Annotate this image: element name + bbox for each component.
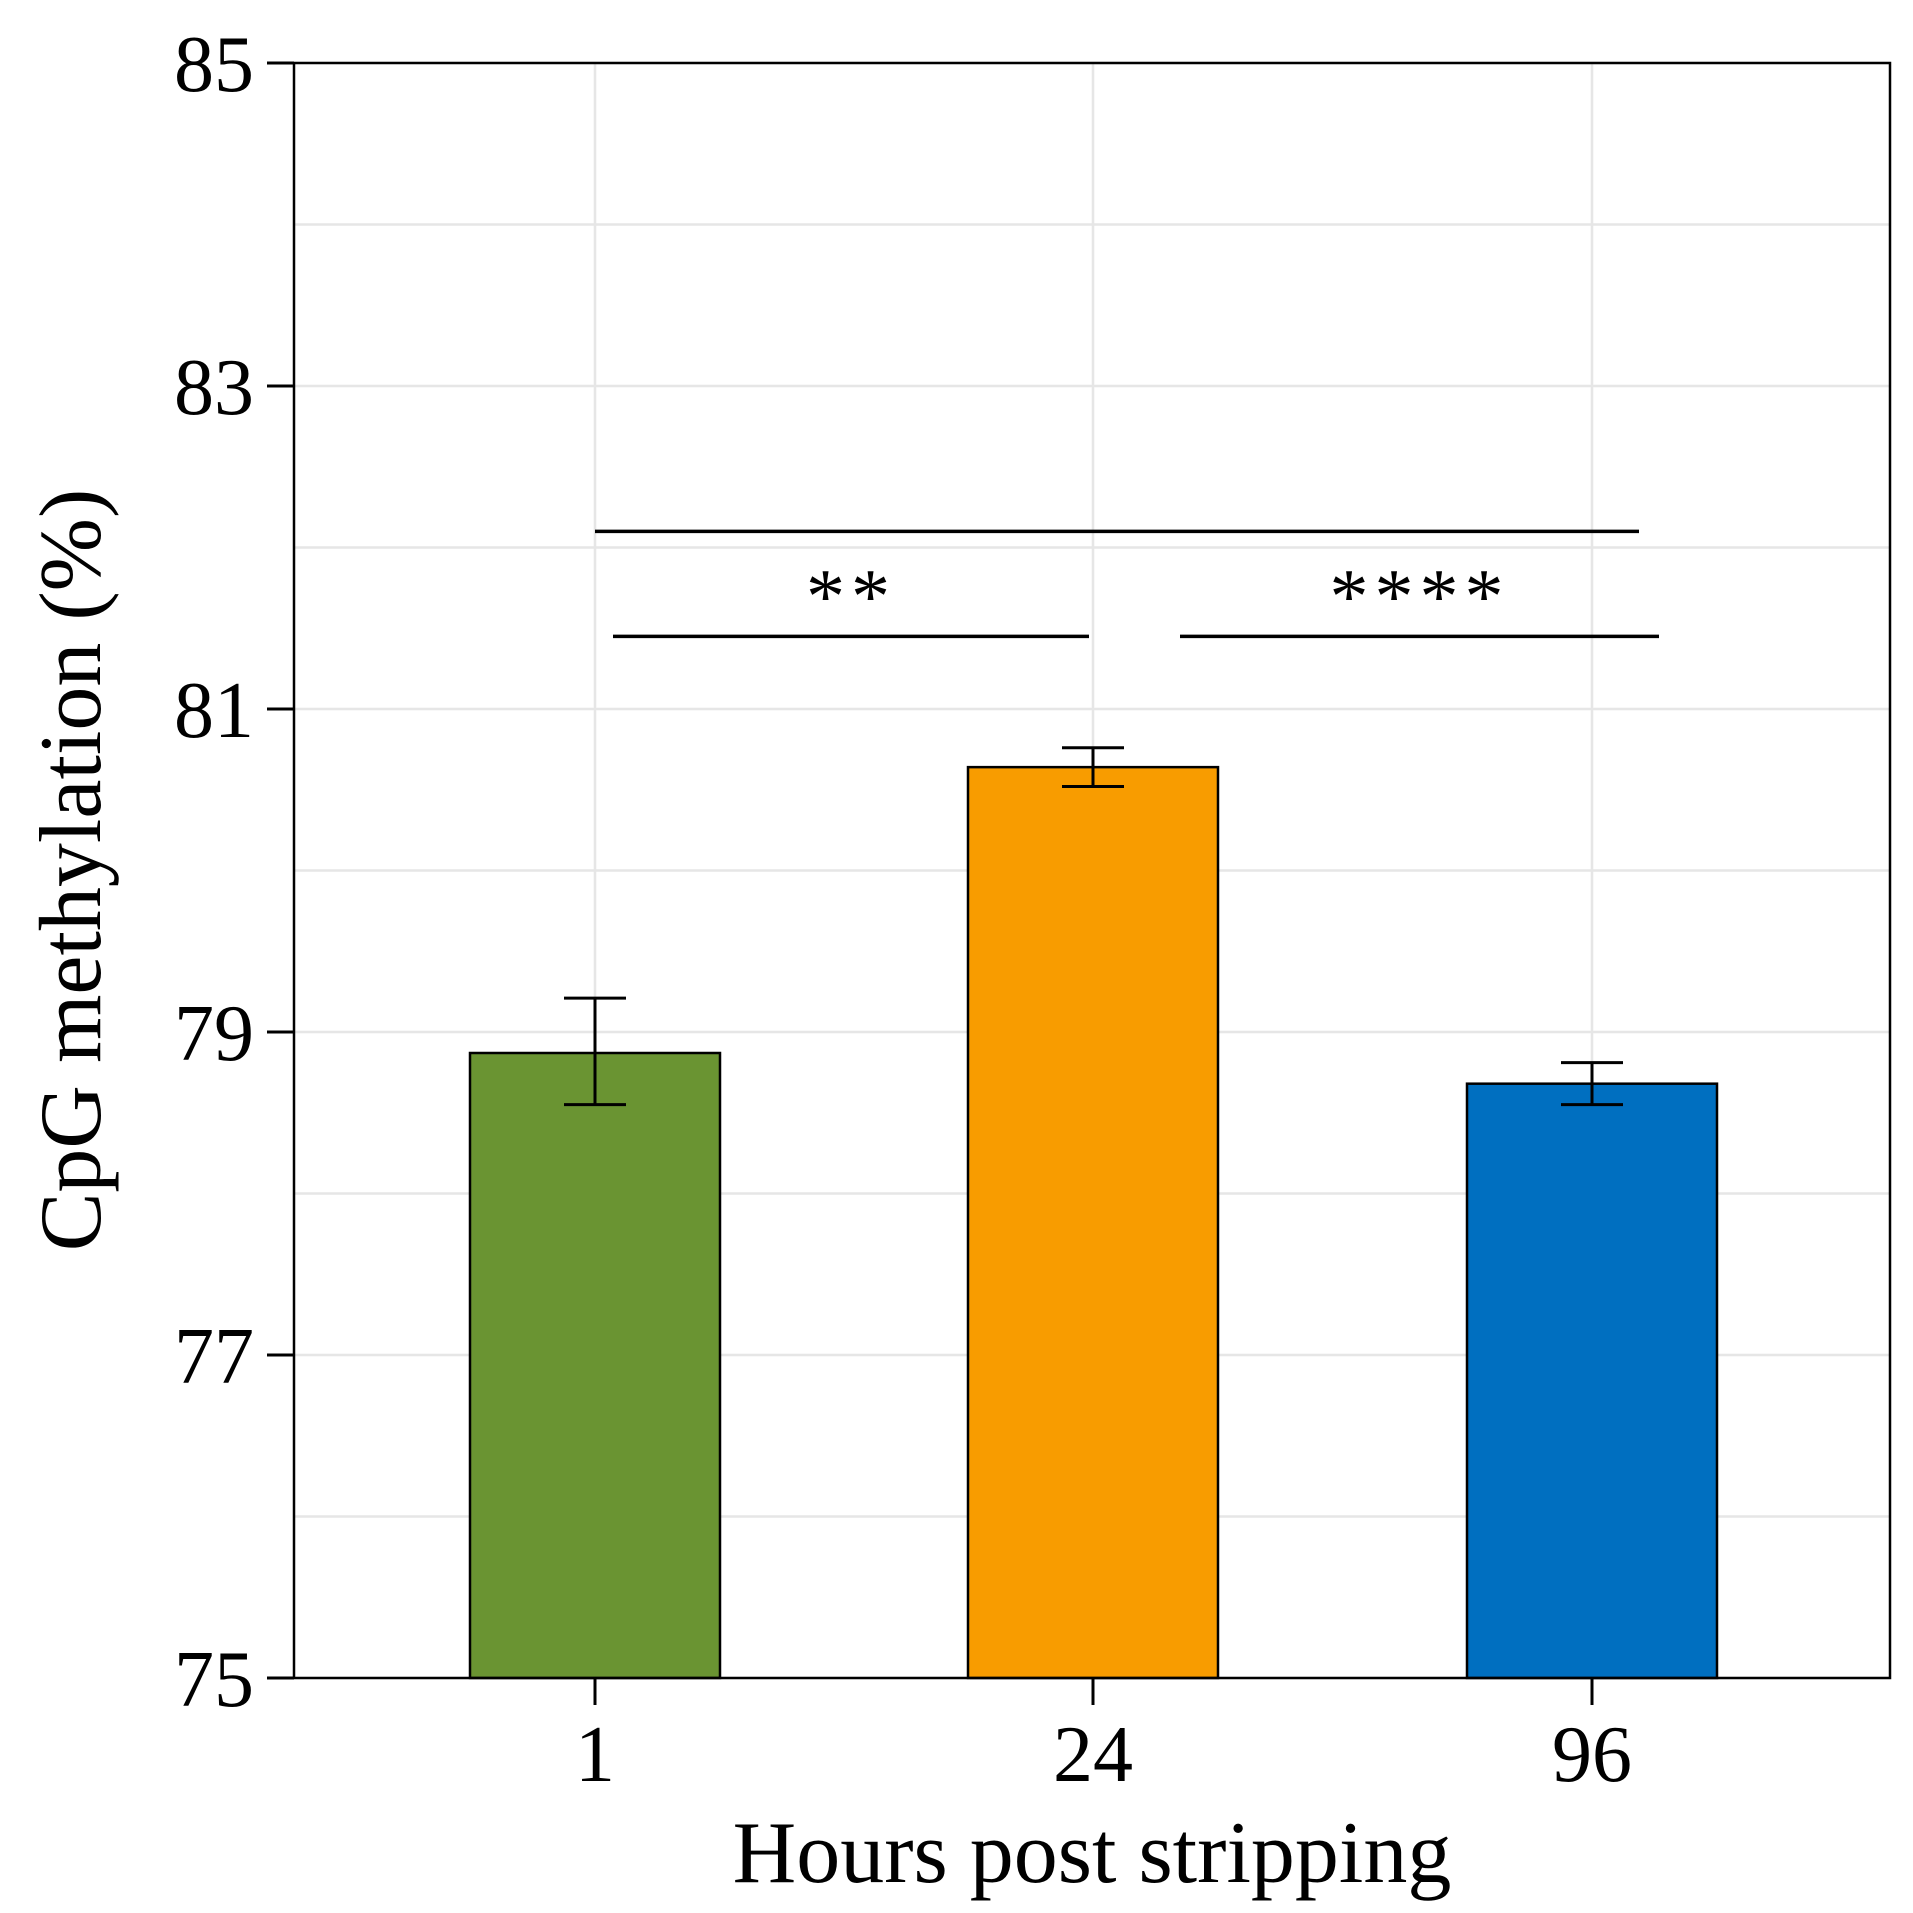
- bar-24: [966, 765, 1220, 1680]
- error-bars: [564, 746, 1623, 1107]
- x-tick-label: 96: [1552, 1711, 1632, 1799]
- bar-96: [1465, 1082, 1719, 1680]
- x-tick-label: 24: [1053, 1711, 1133, 1799]
- y-axis: 75 77 79 81 83 85: [174, 21, 294, 1724]
- bars: [468, 765, 1719, 1680]
- y-tick-label: 81: [174, 667, 254, 755]
- y-axis-label: CpG methylation (%): [23, 489, 120, 1252]
- y-tick-label: 75: [174, 1636, 254, 1724]
- significance-brackets: ** ****: [595, 529, 1659, 639]
- y-tick-label: 77: [174, 1313, 254, 1401]
- significance-label: ****: [1330, 552, 1510, 639]
- y-tick-label: 79: [174, 990, 254, 1078]
- y-tick-label: 83: [174, 344, 254, 432]
- significance-label: **: [806, 552, 896, 639]
- y-tick-label: 85: [174, 21, 254, 109]
- x-axis: 1 24 96: [575, 1678, 1632, 1799]
- x-axis-label: Hours post stripping: [733, 1805, 1452, 1902]
- bar-1: [468, 1051, 722, 1680]
- x-tick-label: 1: [575, 1711, 615, 1799]
